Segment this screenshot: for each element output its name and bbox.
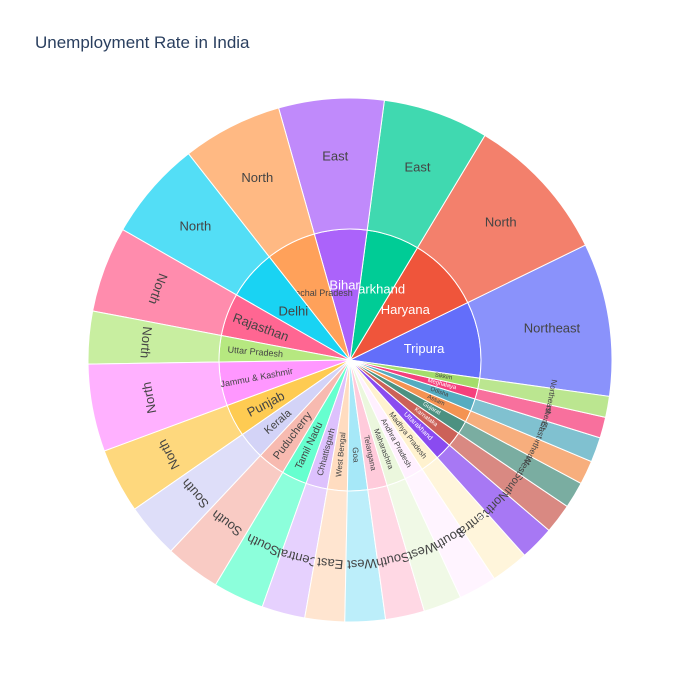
- region-segment-sikkim[interactable]: [477, 377, 611, 418]
- chart-title: Unemployment Rate in India: [35, 33, 250, 52]
